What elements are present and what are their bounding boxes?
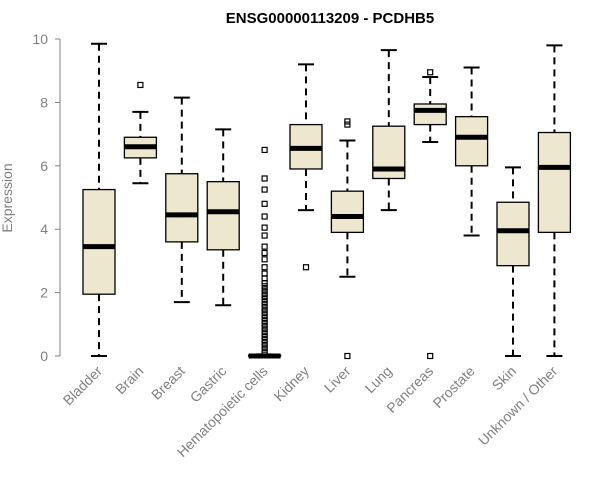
outlier-point [427,352,434,360]
x-tick-label: Bladder [60,363,106,409]
box-breast [165,96,199,304]
x-tick-label: Skin [489,363,520,394]
outlier-point [261,302,268,309]
outlier-point [261,146,268,154]
outlier-point [261,330,268,337]
outlier-point [261,224,268,231]
outlier-point [261,314,268,322]
outlier-point [137,81,144,89]
y-tick-label: 8 [40,94,48,110]
outlier-point [261,200,268,207]
x-tick-label: Brain [112,363,146,397]
x-tick-label: Lung [362,363,395,396]
outlier-point [344,118,351,125]
outlier-point [261,186,268,193]
box-iqr [206,180,240,251]
y-axis: 0 2 4 6 8 10 [32,31,61,364]
outlier-point [261,249,268,257]
box-prostate [454,66,489,237]
box-iqr [496,201,530,267]
x-tick-label: Unknown / Other [475,363,561,449]
box-skin [496,166,530,357]
box-iqr [82,188,116,295]
box-pancreas [413,69,447,360]
outlier-point [261,343,268,350]
box-iqr [537,131,572,234]
outlier-point [261,346,268,353]
outlier-point [261,299,268,306]
box-gastric [206,128,240,307]
x-tick-label: Prostate [430,363,478,411]
box-iqr [413,103,447,126]
outlier-point [261,305,268,312]
box-bladder [82,42,116,357]
outlier-point [261,318,268,325]
box-unknown-other [537,44,572,357]
outlier-point [261,213,268,220]
outlier-point [261,270,268,277]
outlier-point [261,333,268,341]
box-iqr [165,173,199,243]
box-iqr [330,190,365,234]
outlier-point [261,286,268,293]
outlier-point [261,232,268,239]
outlier-point [261,295,268,303]
outlier-point [261,311,268,318]
outlier-point [261,349,268,356]
y-tick-label: 4 [40,221,48,237]
outlier-point [261,321,268,328]
outlier-point [261,175,268,182]
outlier-point [261,289,268,296]
y-tick-label: 10 [32,31,48,47]
box-brain [123,81,158,185]
outlier-point [261,264,268,271]
outlier-point [427,69,434,76]
outlier-point [261,324,268,331]
boxes-group [82,42,572,360]
box-iqr [454,116,489,167]
x-tick-label: Liver [321,363,354,396]
chart-title: ENSG00000113209 - PCDHB5 [226,10,434,27]
outlier-point [261,283,268,290]
x-tick-label: Breast [148,363,188,403]
outlier-point [261,308,268,315]
outlier-point [261,337,268,344]
box-hematopoietic-cells [247,146,282,359]
outlier-point [261,243,268,250]
y-tick-label: 2 [40,285,48,301]
box-liver [330,118,365,360]
y-axis-label: Expression [0,163,15,232]
y-tick-label: 6 [40,158,48,174]
outlier-point [261,292,268,299]
x-tick-label: Kidney [271,363,313,405]
outlier-point [344,121,351,128]
outlier-point [261,256,268,263]
outlier-point [261,340,268,347]
y-tick-label: 0 [40,348,48,364]
outlier-point [261,327,268,334]
box-lung [372,49,406,212]
outlier-point [302,264,310,271]
outlier-point [344,352,351,360]
box-kidney [289,63,323,271]
